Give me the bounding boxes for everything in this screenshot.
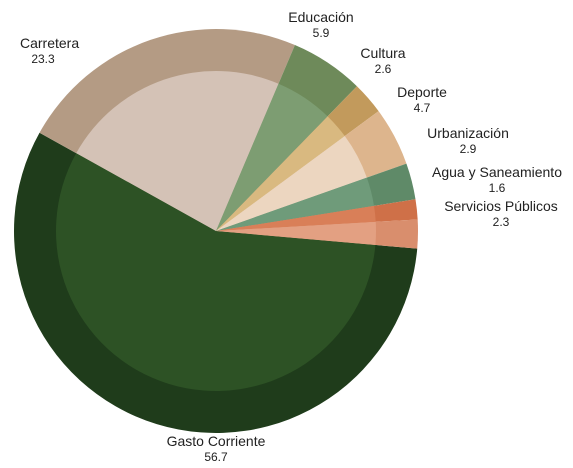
label-urbanizacion: Urbanización <box>427 125 509 141</box>
pie-inner-slices <box>55 70 377 391</box>
slice-inner-deporte <box>216 136 367 231</box>
value-carretera: 23.3 <box>31 52 55 66</box>
value-deporte: 4.7 <box>414 101 431 115</box>
slice-inner-servicios-publicos <box>216 221 377 245</box>
slice-inner-agua-y-saneamiento <box>216 205 376 231</box>
slice-inner-cultura <box>216 116 345 231</box>
slice-inner-urbanizacion <box>216 177 375 231</box>
value-urbanizacion: 2.9 <box>460 142 477 156</box>
label-deporte: Deporte <box>397 84 447 100</box>
label-agua-y-saneamiento: Agua y Saneamiento <box>432 164 562 180</box>
value-servicios-publicos: 2.3 <box>493 215 510 229</box>
label-carretera: Carretera <box>20 35 79 51</box>
value-cultura: 2.6 <box>375 62 392 76</box>
value-agua-y-saneamiento: 1.6 <box>489 181 506 195</box>
label-gasto-corriente: Gasto Corriente <box>167 433 266 449</box>
slice-inner-educacion <box>216 83 328 231</box>
slice-inner-carretera <box>76 70 279 231</box>
label-cultura: Cultura <box>360 45 405 61</box>
label-educacion: Educación <box>288 9 353 25</box>
value-gasto-corriente: 56.7 <box>204 450 228 464</box>
value-educacion: 5.9 <box>313 26 330 40</box>
label-servicios-publicos: Servicios Públicos <box>444 198 558 214</box>
slice-inner-gasto-corriente <box>55 153 376 391</box>
